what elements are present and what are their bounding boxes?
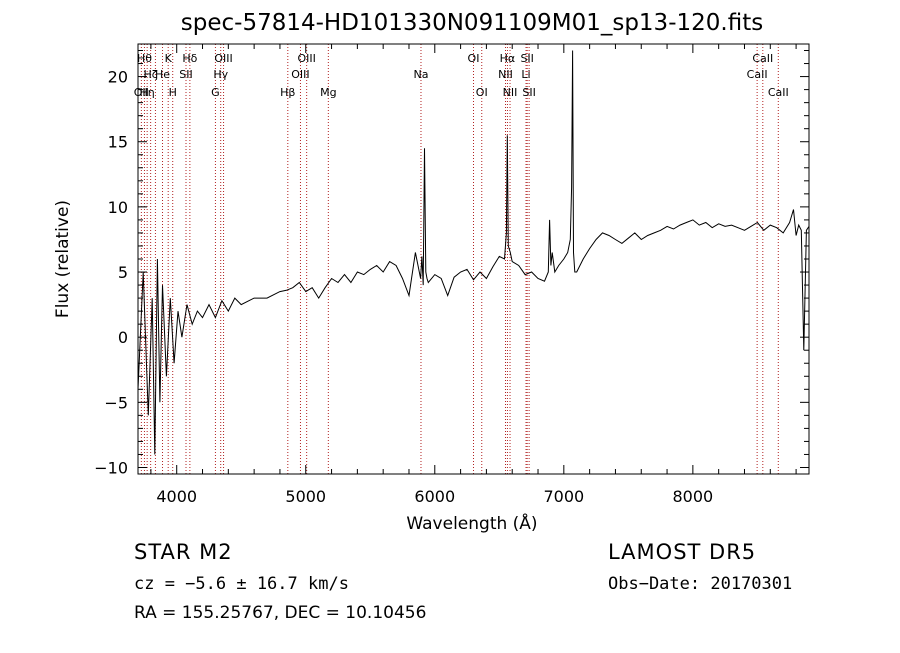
line-marker-label: OI: [476, 86, 488, 99]
x-axis: 4000 5000 6000 7000 8000: [150, 44, 797, 506]
line-marker-label: Mg: [320, 86, 336, 99]
line-marker-label: SII: [522, 86, 535, 99]
y-tick-label: −5: [104, 393, 128, 412]
line-marker-label: CaII: [768, 86, 789, 99]
coordinates-text: RA = 155.25767, DEC = 10.10456: [134, 603, 427, 623]
line-marker-label: Hγ: [213, 68, 228, 81]
y-tick-label: 5: [118, 263, 128, 282]
line-marker-label: Li: [521, 68, 530, 81]
line-marker-label: Na: [413, 68, 428, 81]
y-tick-label: 10: [108, 198, 128, 217]
plot-frame: [137, 43, 810, 475]
line-marker-label: Hα: [500, 52, 516, 65]
redshift-text: cz = −5.6 ± 16.7 km/s: [134, 574, 349, 594]
x-tick-label: 6000: [414, 487, 455, 506]
spectral-line-labels: HθOIIHηHζHeKHSIIHδGHγOIIIHβOIIIOIIIMgNaO…: [134, 52, 789, 99]
y-tick-label: 15: [108, 133, 128, 152]
y-axis-label: Flux (relative): [53, 200, 73, 318]
line-marker-label: NII: [498, 68, 513, 81]
line-marker-label: He: [155, 68, 170, 81]
chart-title: spec-57814-HD101330N091109M01_sp13-120.f…: [181, 10, 763, 36]
x-tick-label: 8000: [673, 487, 714, 506]
line-marker-label: CaII: [752, 52, 773, 65]
object-class-text: STAR M2: [134, 540, 233, 564]
line-marker-label: Hθ: [137, 52, 152, 65]
y-tick-label: −10: [94, 458, 128, 477]
line-marker-label: NII: [503, 86, 518, 99]
spectral-line-markers: [140, 44, 779, 474]
line-marker-label: OIII: [297, 52, 315, 65]
survey-text: LAMOST DR5: [608, 540, 757, 564]
line-marker-label: SII: [520, 52, 533, 65]
line-marker-label: SII: [179, 68, 192, 81]
line-marker-label: G: [211, 86, 220, 99]
x-tick-label: 4000: [156, 487, 197, 506]
line-marker-label: OIII: [214, 52, 232, 65]
line-marker-label: Hβ: [280, 86, 295, 99]
line-marker-label: OI: [468, 52, 480, 65]
line-marker-label: Hδ: [182, 52, 197, 65]
y-tick-label: 20: [108, 68, 128, 87]
line-marker-label: Hζ: [144, 68, 158, 81]
x-axis-label: Wavelength (Å): [406, 512, 537, 534]
spectrum-line: [137, 50, 810, 455]
line-marker-label: Hη: [140, 86, 155, 99]
line-marker-label: K: [165, 52, 173, 65]
x-tick-label: 7000: [543, 487, 584, 506]
obs-date-text: Obs−Date: 20170301: [608, 574, 793, 594]
y-axis: −10 −5 0 5 10 15 20: [94, 50, 809, 477]
x-tick-label: 5000: [285, 487, 326, 506]
line-marker-label: OIII: [291, 68, 309, 81]
line-marker-label: CaII: [747, 68, 768, 81]
line-marker-label: H: [169, 86, 177, 99]
y-tick-label: 0: [118, 328, 128, 347]
